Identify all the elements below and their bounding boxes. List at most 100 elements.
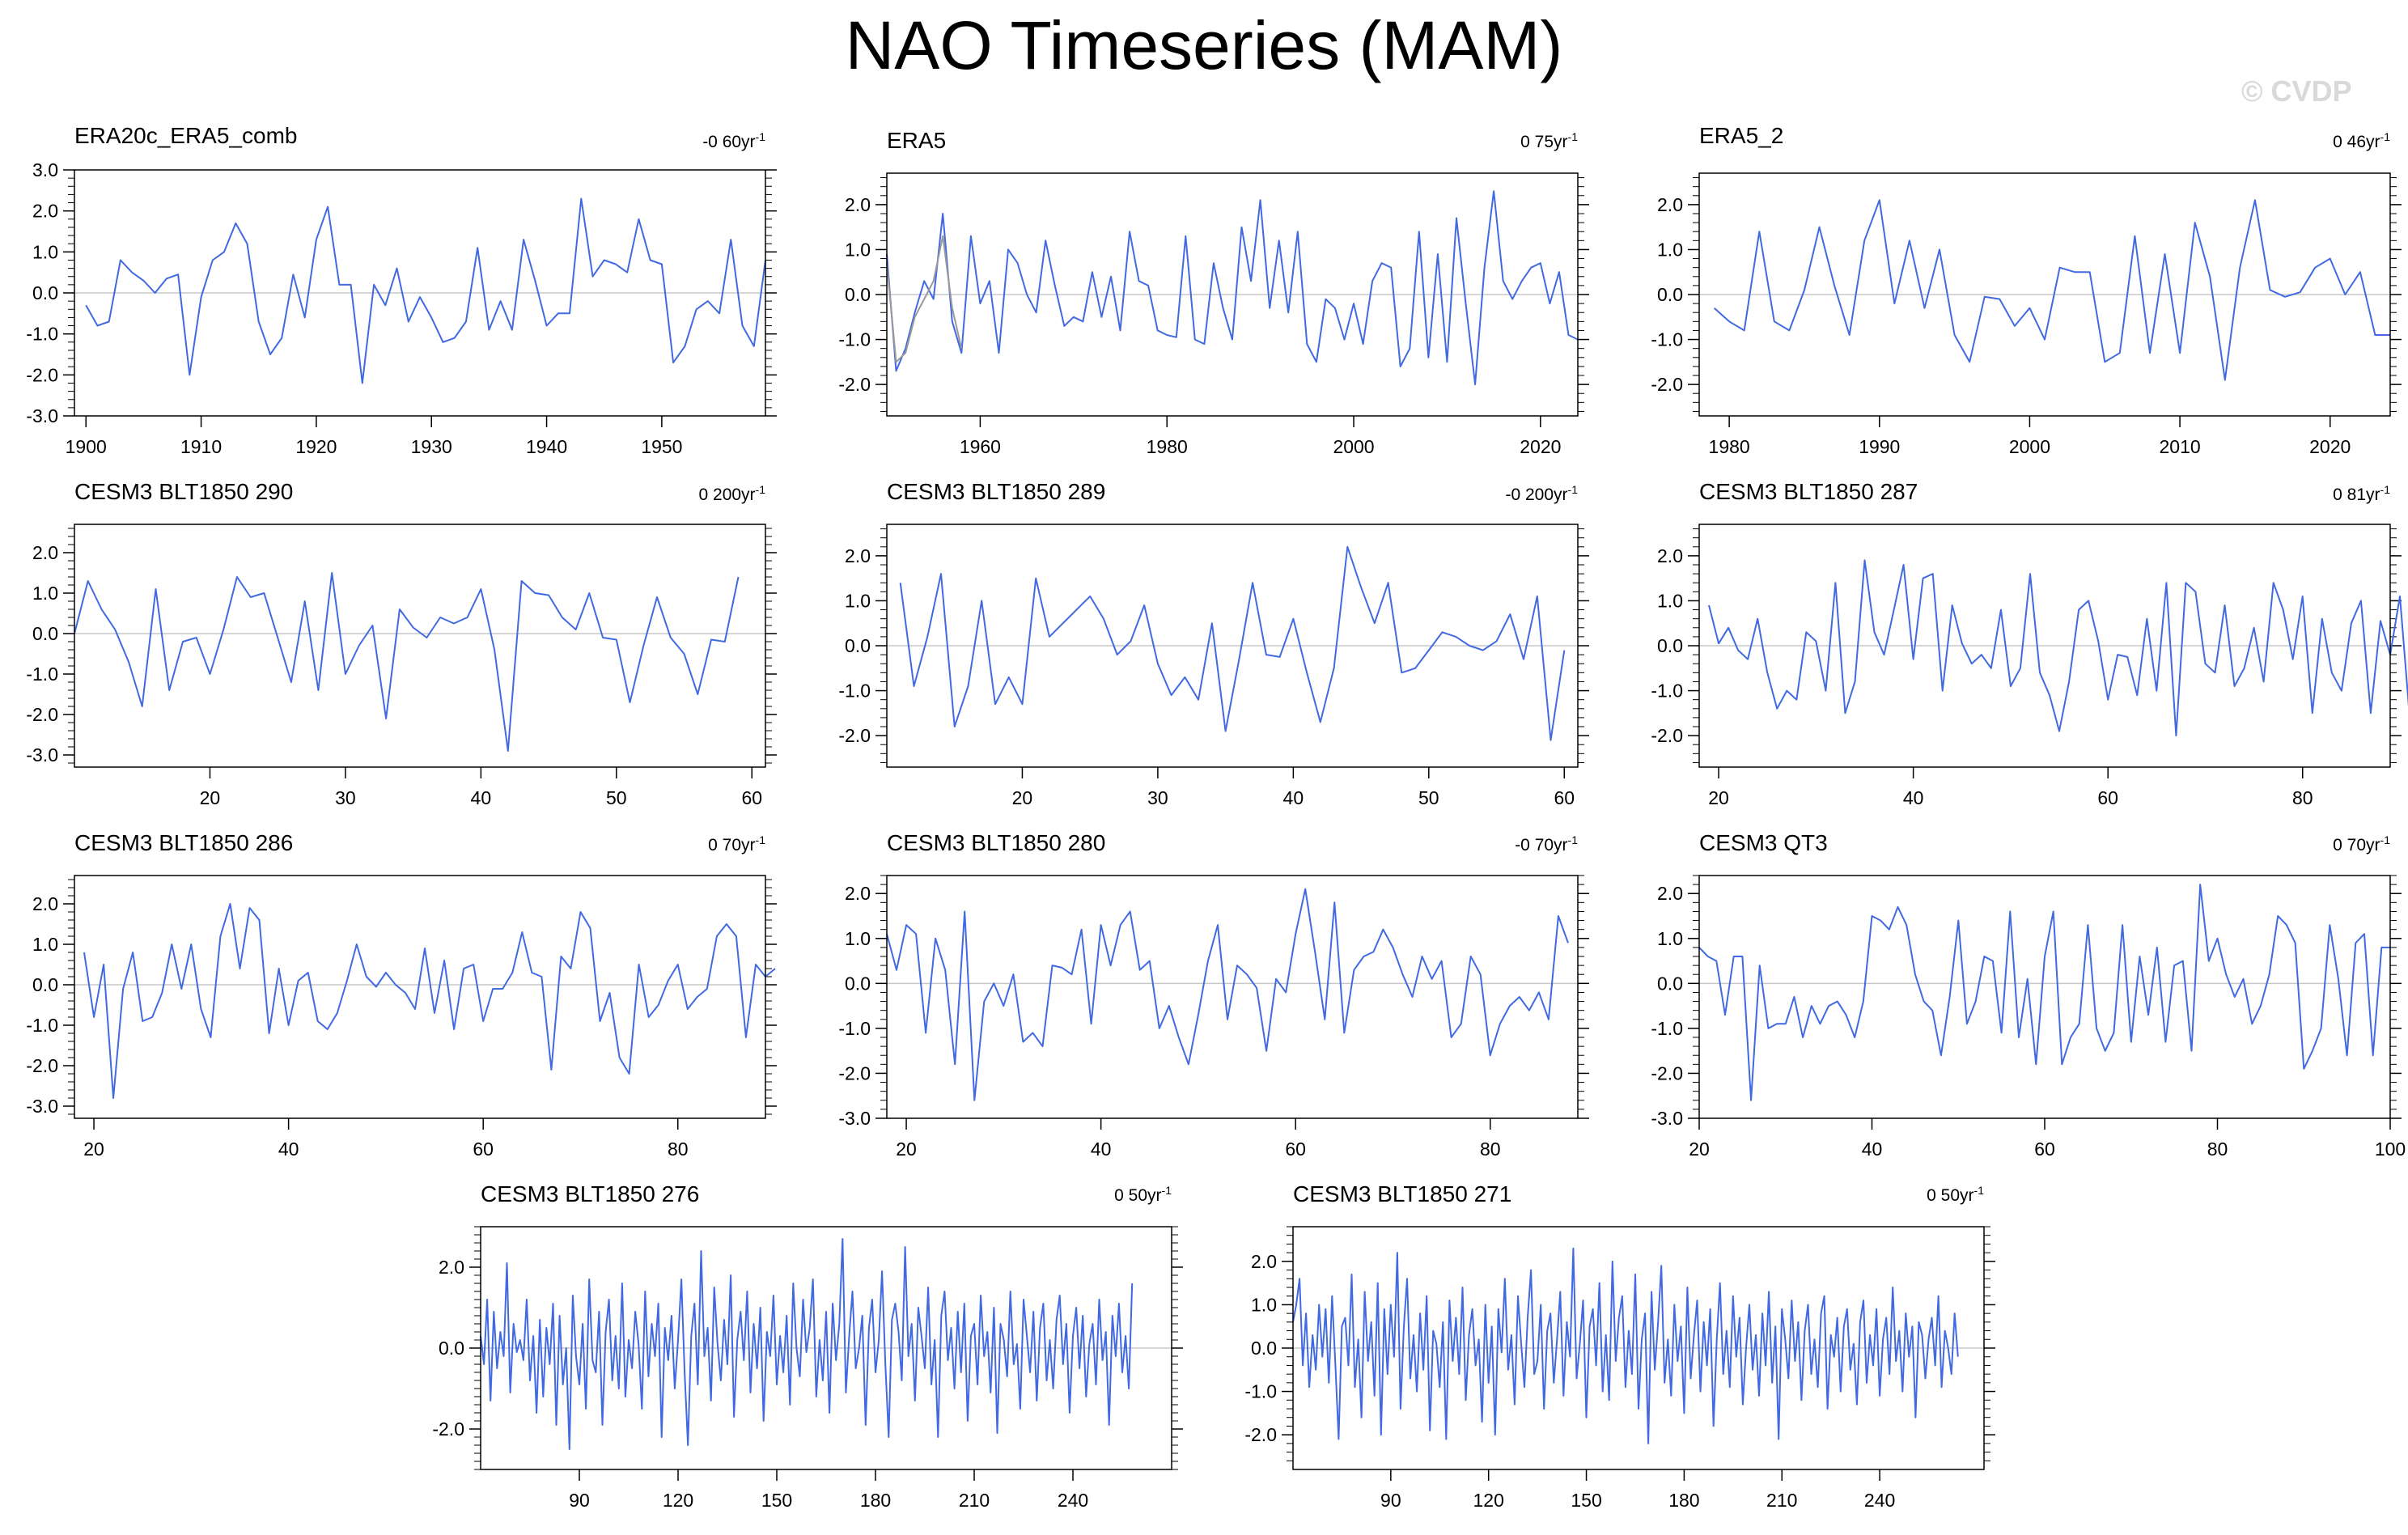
y-tick-label: 2.0 [845,545,871,566]
y-tick-label: -1.0 [26,664,58,685]
chart-panel-1: -2.0 -1.0 0.0 1.0 2.0 1960 1980 2000 2020 [838,172,1589,457]
trend-label-3: 0 200yr-1 [698,483,766,504]
y-tick-label: -1.0 [26,324,58,345]
plot-frame [886,875,1579,1119]
y-tick-label: 3.0 [32,159,58,180]
y-tick-label: -2.0 [1244,1424,1277,1445]
y-tick-label: 1.0 [845,928,871,949]
plot-frame [480,1226,1172,1470]
panel-title-5: CESM3 BLT1850 287 [1699,479,1918,504]
x-tick-label: 2000 [2009,436,2050,457]
chart-panel-9: -2.0 0.0 2.0 90 120 150 180 210 240 [432,1226,1183,1511]
y-tick-label: 1.0 [32,583,58,604]
series-line-qt3 [1698,884,2390,1101]
y-tick-label: -2.0 [1651,725,1683,746]
y-tick-label: 0.0 [32,282,58,303]
y-tick-label: 0.0 [845,635,871,656]
panel-title-9: CESM3 BLT1850 276 [481,1181,700,1206]
x-tick-label: 210 [959,1490,990,1511]
trend-label-9: 0 50yr-1 [1114,1184,1172,1205]
x-tick-label: 80 [2207,1139,2228,1160]
y-tick-label: 2.0 [32,542,58,563]
y-tick-label: 1.0 [1657,590,1683,611]
chart-panel-8: -3.0 -2.0 -1.0 0.0 1.0 2.0 20 40 60 80 100 [1651,875,2406,1160]
x-tick-label: 20 [83,1139,104,1160]
x-tick-label: 180 [860,1490,891,1511]
x-tick-label: 20 [1689,1139,1710,1160]
y-tick-label: 2.0 [845,194,871,215]
plot-frame [74,875,766,1119]
y-tick-label: 0.0 [845,973,871,994]
figure-title: NAO Timeseries (MAM) [845,7,1563,83]
y-tick-label: -2.0 [1651,374,1683,395]
x-tick-label: 1940 [526,436,567,457]
y-tick-label: 2.0 [845,883,871,904]
y-tick-label: -2.0 [26,364,58,385]
trend-label-4: -0 200yr-1 [1505,483,1579,504]
x-tick-label: 30 [1147,787,1168,808]
x-tick-label: 1950 [641,436,682,457]
y-tick-label: -2.0 [838,1062,871,1083]
y-tick-label: -1.0 [838,329,871,350]
y-tick-label: 2.0 [1657,545,1683,566]
watermark: © CVDP [2241,74,2352,108]
panel-title-0: ERA20c_ERA5_comb [74,123,298,148]
trend-label-0: -0 60yr-1 [702,130,765,151]
x-tick-label: 20 [1012,787,1033,808]
y-tick-label: -3.0 [838,1108,871,1129]
y-tick-label: 2.0 [32,201,58,222]
y-tick-label: 2.0 [1251,1251,1277,1272]
chart-panel-2: -2.0 -1.0 0.0 1.0 2.0 1980 1990 2000 2010 2020 [1651,172,2402,457]
x-tick-label: 2020 [2309,436,2351,457]
series-line-era5 [886,190,1579,386]
x-tick-label: 240 [1058,1490,1088,1511]
x-tick-label: 20 [200,787,221,808]
x-tick-label: 80 [1480,1139,1501,1160]
x-tick-label: 40 [1091,1139,1112,1160]
x-tick-label: 40 [278,1139,299,1160]
x-tick-label: 80 [2292,787,2313,808]
trend-label-7: -0 70yr-1 [1515,833,1578,854]
panel-title-4: CESM3 BLT1850 289 [887,479,1106,504]
x-tick-label: 80 [668,1139,689,1160]
x-tick-label: 30 [335,787,356,808]
trend-label-2: 0 46yr-1 [2333,130,2390,151]
y-tick-label: 1.0 [1251,1294,1277,1315]
panel-title-8: CESM3 QT3 [1699,830,1828,855]
y-tick-label: 1.0 [845,239,871,260]
y-tick-label: 1.0 [32,241,58,262]
chart-panel-10: -2.0 -1.0 0.0 1.0 2.0 90 120 150 180 210 240 [1244,1226,1995,1511]
chart-panel-6: -3.0 -2.0 -1.0 0.0 1.0 2.0 20 40 60 80 [26,875,777,1160]
plot-frame [1292,1226,1985,1470]
x-tick-label: 120 [1473,1490,1504,1511]
chart-panel-4: -2.0 -1.0 0.0 1.0 2.0 20 30 40 50 60 [838,524,1589,808]
chart-panel-7: -3.0 -2.0 -1.0 0.0 1.0 2.0 20 40 60 80 [838,875,1589,1160]
y-tick-label: -1.0 [1651,1018,1683,1039]
x-tick-label: 1920 [295,436,337,457]
trend-label-6: 0 70yr-1 [708,833,765,854]
x-tick-label: 60 [741,787,762,808]
y-tick-label: -1.0 [838,681,871,702]
chart-panel-5: -2.0 -1.0 0.0 1.0 2.0 20 40 60 80 [1651,524,2408,808]
y-tick-label: 1.0 [845,590,871,611]
y-tick-label: -2.0 [838,374,871,395]
series-line-cesm3 [1708,559,2408,737]
x-tick-label: 50 [606,787,627,808]
series-line-cesm3 [83,903,776,1099]
x-tick-label: 1990 [1859,436,1900,457]
series-line-nao [85,197,766,384]
y-tick-label: -2.0 [432,1418,464,1440]
y-tick-label: 0.0 [1657,635,1683,656]
x-tick-label: 150 [1571,1490,1601,1511]
series-line-cesm3 [480,1238,1134,1450]
series-line-cesm3 [886,888,1569,1101]
x-tick-label: 20 [1708,787,1729,808]
y-tick-label: 1.0 [32,934,58,955]
panel-title-1: ERA5 [887,128,947,153]
y-tick-label: -1.0 [1651,329,1683,350]
x-tick-label: 2010 [2160,436,2201,457]
x-tick-label: 40 [1283,787,1304,808]
x-tick-label: 60 [2034,1139,2055,1160]
